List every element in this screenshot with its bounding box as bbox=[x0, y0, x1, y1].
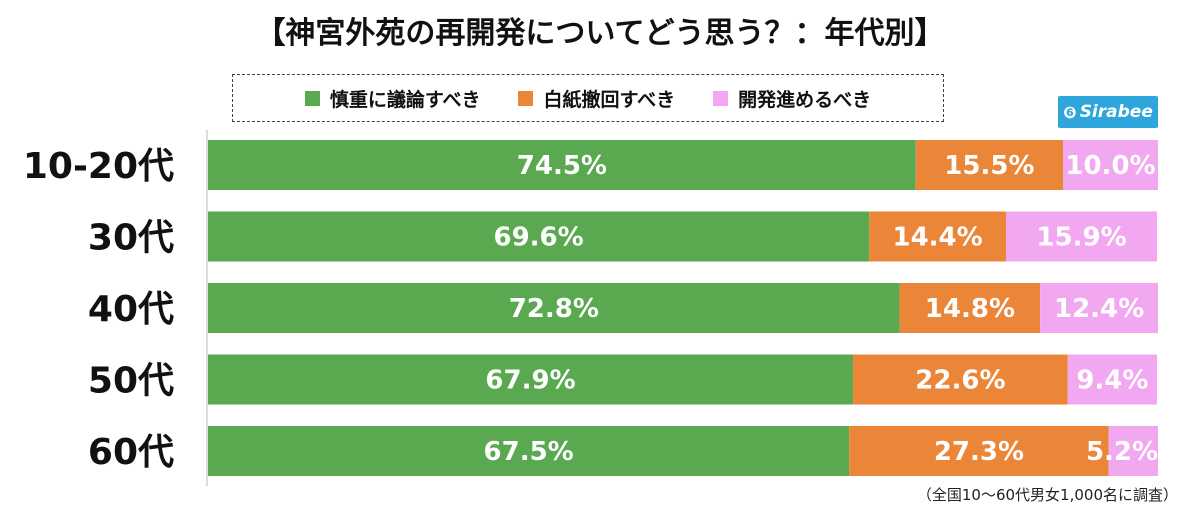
data-label: 22.6% bbox=[915, 366, 1005, 396]
bar-segment bbox=[853, 354, 1068, 405]
data-label: 9.4% bbox=[1076, 366, 1148, 396]
bar-segment bbox=[1108, 426, 1158, 476]
category-label: 50代 bbox=[88, 361, 174, 402]
data-label: 15.9% bbox=[1036, 223, 1126, 253]
legend-item-careful: 慎重に議論すべき bbox=[304, 85, 481, 112]
legend-swatch-withdraw bbox=[518, 90, 534, 106]
footnote: （全国10〜60代男女1,000名に調査） bbox=[916, 486, 1178, 504]
bar-segment bbox=[208, 283, 900, 333]
legend: 慎重に議論すべき 白紙撤回すべき 開発進めるべき bbox=[232, 74, 944, 122]
data-label: 14.4% bbox=[892, 223, 982, 253]
chart-title: 【神宮外苑の再開発についてどう思う？：年代別】 bbox=[255, 16, 945, 51]
bar-segment bbox=[915, 140, 1063, 190]
category-label: 10-20代 bbox=[23, 146, 174, 187]
legend-swatch-careful bbox=[304, 90, 320, 106]
data-label: 67.9% bbox=[485, 366, 575, 396]
data-label: 5.2% bbox=[1086, 437, 1158, 467]
category-label: 40代 bbox=[88, 289, 174, 330]
legend-item-withdraw: 白紙撤回すべき bbox=[518, 85, 675, 112]
data-label: 69.6% bbox=[493, 223, 583, 253]
bar-segment bbox=[208, 211, 870, 262]
sirabee-logo-icon: ❻ bbox=[1063, 102, 1077, 122]
data-label: 10.0% bbox=[1065, 151, 1155, 181]
bar-segment bbox=[849, 426, 1109, 476]
legend-swatch-proceed bbox=[713, 90, 729, 106]
bar-segment bbox=[1040, 283, 1158, 333]
bar-segment bbox=[1006, 211, 1158, 262]
bar-segment bbox=[899, 283, 1041, 333]
bar-segment bbox=[208, 140, 916, 190]
legend-item-proceed: 開発進めるべき bbox=[713, 85, 871, 112]
bar-segment bbox=[208, 426, 850, 476]
bar-segment bbox=[208, 354, 854, 405]
data-label: 12.4% bbox=[1054, 294, 1144, 324]
bar-segment bbox=[1063, 140, 1158, 190]
data-label: 74.5% bbox=[517, 151, 607, 181]
category-label: 60代 bbox=[88, 432, 174, 473]
data-label: 15.5% bbox=[944, 151, 1034, 181]
category-label: 30代 bbox=[88, 218, 174, 259]
legend-label-withdraw: 白紙撤回すべき bbox=[543, 88, 676, 111]
sirabee-logo: ❻ Sirabee bbox=[1058, 96, 1158, 128]
data-label: 67.5% bbox=[484, 437, 574, 467]
data-label: 72.8% bbox=[509, 294, 599, 324]
sirabee-logo-text: Sirabee bbox=[1079, 102, 1153, 122]
bar-segment bbox=[1067, 354, 1158, 405]
bar-segment bbox=[869, 211, 1006, 262]
data-label: 27.3% bbox=[934, 437, 1024, 467]
legend-label-careful: 慎重に議論すべき bbox=[329, 88, 481, 111]
data-label: 14.8% bbox=[925, 294, 1015, 324]
legend-label-proceed: 開発進めるべき bbox=[738, 88, 872, 111]
